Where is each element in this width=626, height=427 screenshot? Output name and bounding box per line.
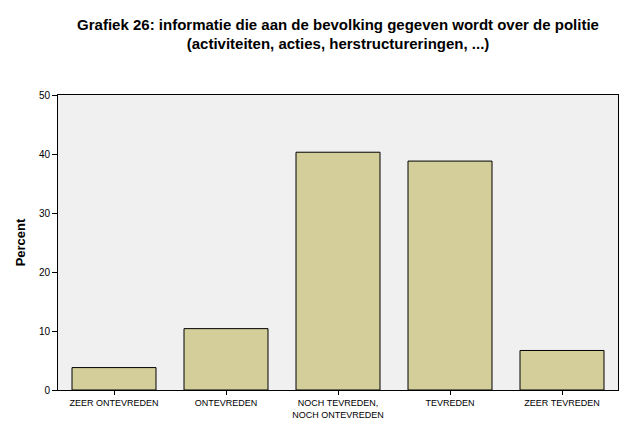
svg-text:10: 10 — [39, 326, 51, 337]
svg-text:40: 40 — [39, 149, 51, 160]
svg-text:30: 30 — [39, 208, 51, 219]
svg-text:ZEER ONTEVREDEN: ZEER ONTEVREDEN — [69, 398, 158, 408]
svg-text:ZEER TEVREDEN: ZEER TEVREDEN — [524, 398, 599, 408]
svg-text:0: 0 — [44, 385, 50, 396]
svg-text:20: 20 — [39, 267, 51, 278]
svg-text:Grafiek 26: informatie die aan: Grafiek 26: informatie die aan de bevolk… — [77, 16, 599, 53]
svg-text:NOCH TEVREDEN,NOCH ONTEVREDEN: NOCH TEVREDEN,NOCH ONTEVREDEN — [292, 398, 384, 420]
svg-text:50: 50 — [39, 90, 51, 101]
svg-text:TEVREDEN: TEVREDEN — [425, 398, 474, 408]
svg-text:ONTEVREDEN: ONTEVREDEN — [195, 398, 258, 408]
svg-text:Percent: Percent — [13, 218, 28, 266]
